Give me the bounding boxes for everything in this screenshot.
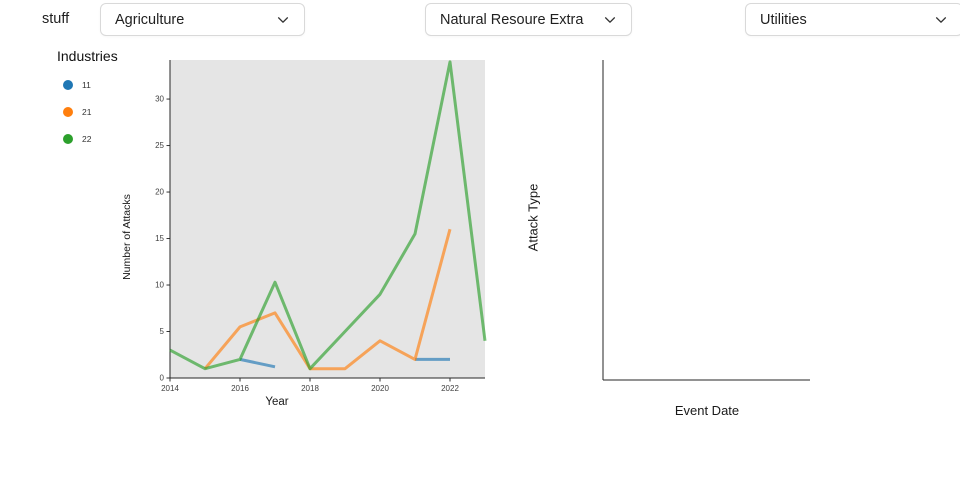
legend-item: 22 bbox=[63, 134, 118, 144]
x-axis-label-year: Year bbox=[265, 396, 289, 408]
legend-title: Industries bbox=[57, 48, 118, 64]
legend-industries: Industries 11 21 22 bbox=[57, 48, 118, 161]
dropdown-agriculture[interactable]: Agriculture bbox=[100, 3, 305, 36]
dropdown-natural-resource-extraction[interactable]: Natural Resoure Extra bbox=[425, 3, 632, 36]
svg-text:5: 5 bbox=[160, 327, 165, 336]
svg-text:2016: 2016 bbox=[231, 384, 249, 393]
x-axis-label-event-date: Event Date bbox=[674, 403, 740, 418]
attack-type-empty-chart bbox=[602, 60, 810, 381]
chevron-down-icon bbox=[603, 13, 617, 27]
svg-text:0: 0 bbox=[160, 374, 165, 383]
svg-text:15: 15 bbox=[155, 234, 164, 243]
y-axis-label-number-of-attacks: Number of Attacks bbox=[121, 194, 133, 280]
legend-item: 11 bbox=[63, 80, 118, 90]
dropdown-utilities[interactable]: Utilities bbox=[745, 3, 960, 36]
legend-swatch-orange bbox=[63, 107, 73, 117]
chevron-down-icon bbox=[934, 13, 948, 27]
legend-item: 21 bbox=[63, 107, 118, 117]
attacks-by-year-line-chart: 0 5 10 15 20 25 30 2014 2016 2018 2020 2022 bbox=[155, 60, 487, 393]
toolbar-label: stuff bbox=[42, 11, 70, 27]
legend-item-label: 11 bbox=[82, 80, 91, 90]
svg-text:2022: 2022 bbox=[441, 384, 459, 393]
legend-swatch-blue bbox=[63, 80, 73, 90]
legend-item-label: 21 bbox=[82, 107, 92, 117]
svg-text:25: 25 bbox=[155, 141, 164, 150]
dropdown-agriculture-value: Agriculture bbox=[115, 11, 185, 28]
svg-text:2018: 2018 bbox=[301, 384, 319, 393]
legend-swatch-green bbox=[63, 134, 73, 144]
svg-text:10: 10 bbox=[155, 281, 164, 290]
svg-text:2014: 2014 bbox=[161, 384, 179, 393]
dropdown-natural-resource-value: Natural Resoure Extra bbox=[440, 11, 584, 28]
legend-item-label: 22 bbox=[82, 134, 92, 144]
dropdown-utilities-value: Utilities bbox=[760, 11, 807, 28]
svg-text:30: 30 bbox=[155, 95, 164, 104]
svg-text:2020: 2020 bbox=[371, 384, 389, 393]
svg-text:20: 20 bbox=[155, 188, 164, 197]
chevron-down-icon bbox=[276, 13, 290, 27]
y-axis-label-attack-type: Attack Type bbox=[525, 183, 541, 252]
